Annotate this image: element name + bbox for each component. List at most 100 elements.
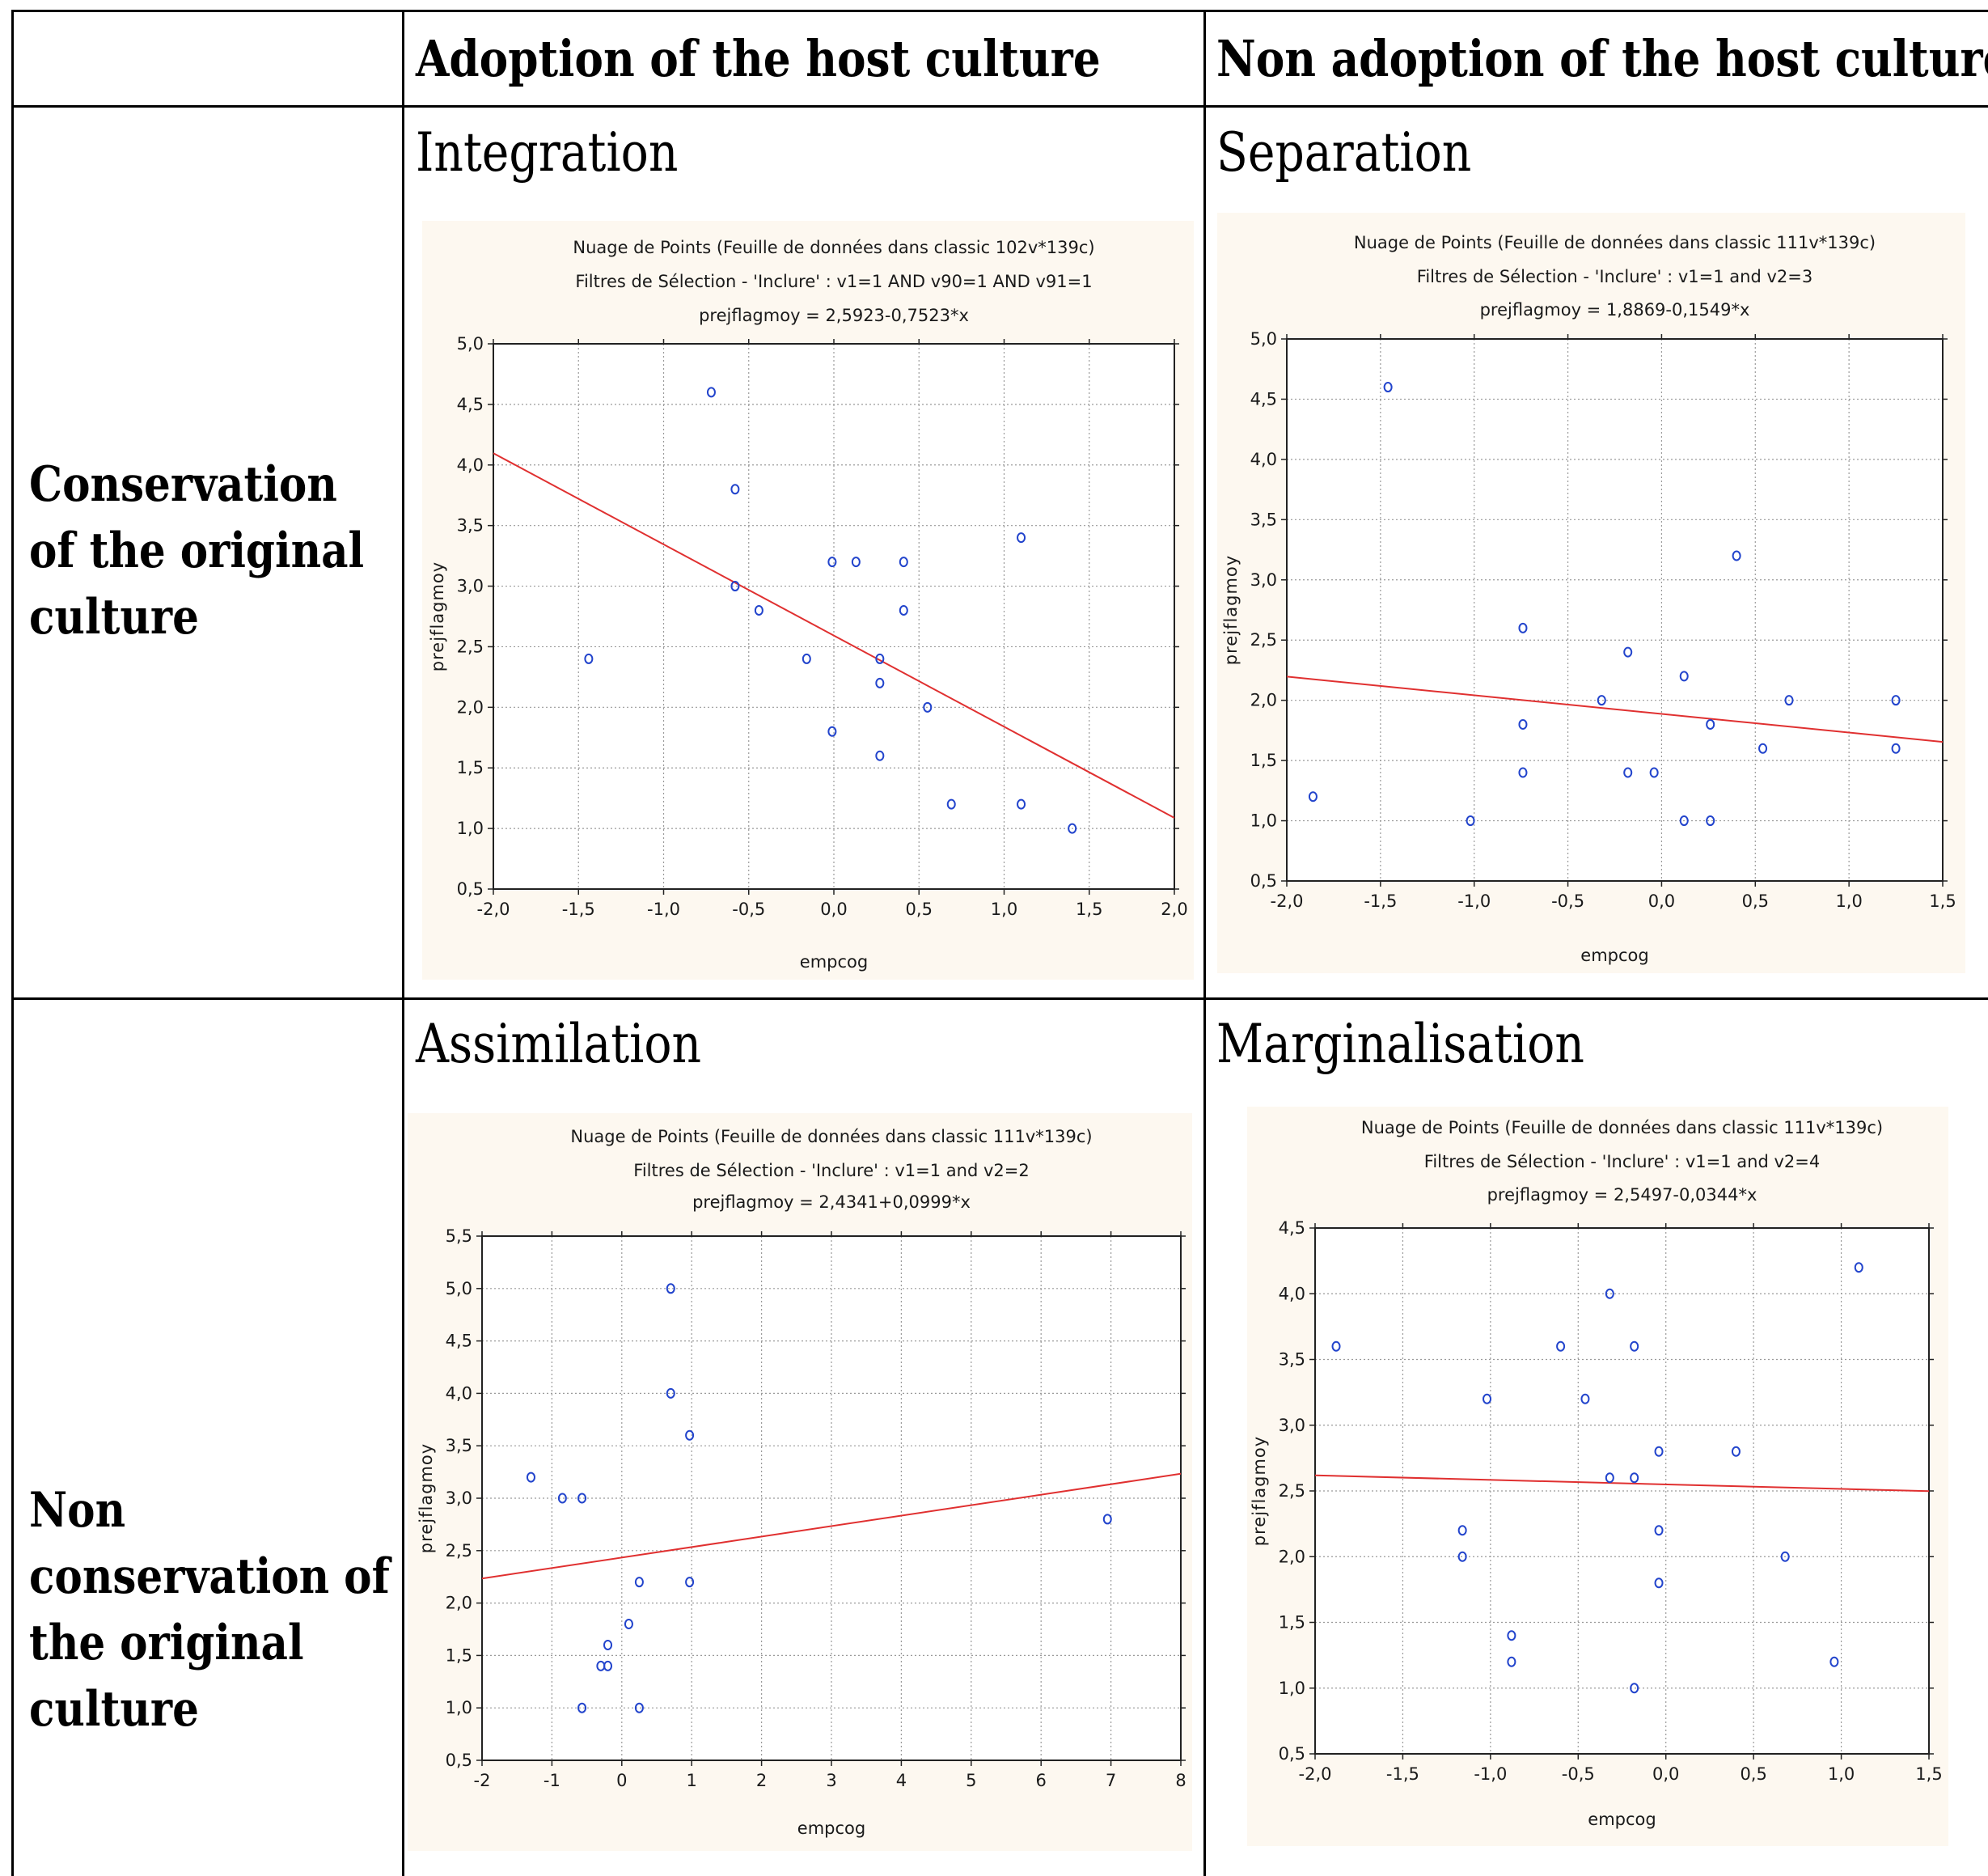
x-tick-label: 1,5: [1076, 900, 1102, 919]
y-tick-label: 5,5: [446, 1226, 472, 1246]
y-tick-label: 4,0: [1279, 1284, 1305, 1303]
y-tick-label: 3,5: [1250, 510, 1277, 529]
x-tick-label: 0,5: [1742, 891, 1769, 911]
x-tick-label: 8: [1175, 1771, 1186, 1790]
x-tick-label: 0: [616, 1771, 627, 1790]
x-tick-label: 0,5: [906, 900, 933, 919]
data-point: [1706, 718, 1715, 730]
data-point: [577, 1493, 587, 1504]
cell-title-marginalisation: Marginalisation: [1216, 1013, 1584, 1075]
x-tick-label: -1,5: [1386, 1764, 1419, 1784]
data-point: [666, 1387, 675, 1399]
y-tick-label: 0,5: [1279, 1744, 1305, 1764]
y-tick-label: 5,0: [446, 1279, 472, 1298]
y-tick-label: 5,0: [1250, 329, 1277, 349]
data-point: [899, 557, 908, 568]
data-point: [1383, 382, 1393, 393]
data-point: [666, 1283, 675, 1294]
x-tick-label: -2,0: [1299, 1764, 1332, 1784]
x-tick-label: 0,0: [1652, 1764, 1679, 1784]
y-tick-label: 3,5: [1279, 1350, 1305, 1370]
data-point: [1597, 695, 1606, 706]
y-tick-label: 4,0: [1250, 450, 1277, 469]
y-tick-label: 0,5: [457, 879, 484, 899]
y-tick-label: 3,0: [1279, 1416, 1305, 1435]
data-point: [1623, 767, 1633, 778]
y-tick-label: 1,0: [457, 819, 484, 838]
data-point: [802, 653, 811, 664]
chart-title-line: prejflagmoy = 1,8869-0,1549*x: [1480, 300, 1750, 320]
y-tick-label: 2,0: [457, 697, 484, 717]
data-point: [1758, 743, 1768, 754]
data-point: [923, 701, 933, 713]
data-point: [875, 653, 885, 664]
data-point: [1518, 622, 1528, 633]
scatter-plot-marginalisation: Nuage de Points (Feuille de données dans…: [1250, 1118, 1943, 1829]
x-tick-label: -2: [474, 1771, 491, 1790]
x-tick-label: 0,0: [1648, 891, 1675, 911]
data-point: [1507, 1656, 1516, 1667]
data-point: [875, 677, 885, 688]
plot-frame: [481, 1235, 1182, 1761]
data-point: [730, 484, 740, 495]
x-tick-label: 5: [966, 1771, 976, 1790]
y-tick-label: 4,5: [446, 1332, 472, 1351]
data-point: [1780, 1551, 1790, 1562]
data-point: [634, 1577, 644, 1588]
x-tick-label: 7: [1106, 1771, 1116, 1790]
x-tick-label: 1,5: [1915, 1764, 1942, 1784]
data-point: [1457, 1525, 1467, 1536]
plot-area: [1287, 339, 1943, 881]
data-point: [1605, 1472, 1614, 1484]
x-tick-label: -1,0: [1457, 891, 1491, 911]
y-tick-label: 1,5: [1279, 1613, 1305, 1633]
chart-title-line: Filtres de Sélection - 'Inclure' : v1=1 …: [1417, 267, 1812, 286]
col-divider-2: [1203, 10, 1206, 1876]
y-tick-label: 2,5: [1279, 1481, 1305, 1501]
data-point: [1630, 1683, 1639, 1694]
data-point: [1017, 798, 1026, 810]
x-tick-label: -1,5: [562, 900, 595, 919]
data-point: [1605, 1288, 1614, 1299]
x-tick-label: 0,0: [820, 900, 847, 919]
x-axis-label: empcog: [797, 1819, 865, 1838]
data-point: [1679, 671, 1689, 682]
data-point: [851, 557, 861, 568]
y-tick-label: 4,5: [1279, 1218, 1305, 1238]
x-tick-label: 6: [1036, 1771, 1047, 1790]
plot-frame: [1286, 338, 1944, 882]
data-point: [730, 581, 740, 592]
data-point: [1891, 743, 1901, 754]
row-header-non-conservation: Non conservation of the original culture: [29, 1482, 390, 1738]
x-tick-label: 1,0: [1835, 891, 1862, 911]
table-top-border: [11, 10, 1988, 12]
y-tick-label: 2,0: [1250, 691, 1277, 710]
table-left-border: [11, 10, 14, 1876]
y-tick-label: 2,5: [446, 1541, 472, 1561]
chart-title-line: Nuage de Points (Feuille de données dans…: [570, 1127, 1092, 1146]
data-point: [634, 1702, 644, 1713]
x-tick-label: 1,5: [1929, 891, 1956, 911]
data-point: [1457, 1551, 1467, 1562]
x-tick-label: 2,0: [1161, 900, 1187, 919]
col-divider-1: [402, 10, 404, 1876]
y-tick-label: 2,5: [457, 637, 484, 656]
y-tick-label: 3,5: [457, 516, 484, 536]
data-point: [603, 1660, 613, 1671]
y-tick-label: 2,0: [1279, 1547, 1305, 1566]
y-tick-label: 4,0: [446, 1383, 472, 1403]
x-tick-label: -0,5: [732, 900, 765, 919]
data-point: [1679, 815, 1689, 827]
y-tick-label: 3,0: [446, 1489, 472, 1508]
y-tick-label: 4,5: [457, 395, 484, 414]
x-tick-label: 4: [896, 1771, 907, 1790]
data-point: [1706, 815, 1715, 827]
chart-panel-integration: Nuage de Points (Feuille de données dans…: [422, 221, 1194, 980]
data-point: [1308, 791, 1318, 802]
data-point: [1731, 1446, 1741, 1457]
x-tick-label: 2: [756, 1771, 767, 1790]
x-tick-label: 0,5: [1740, 1764, 1766, 1784]
chart-title-line: Nuage de Points (Feuille de données dans…: [573, 238, 1094, 257]
y-axis-label: prejflagmoy: [428, 561, 447, 671]
y-tick-label: 3,0: [1250, 570, 1277, 590]
